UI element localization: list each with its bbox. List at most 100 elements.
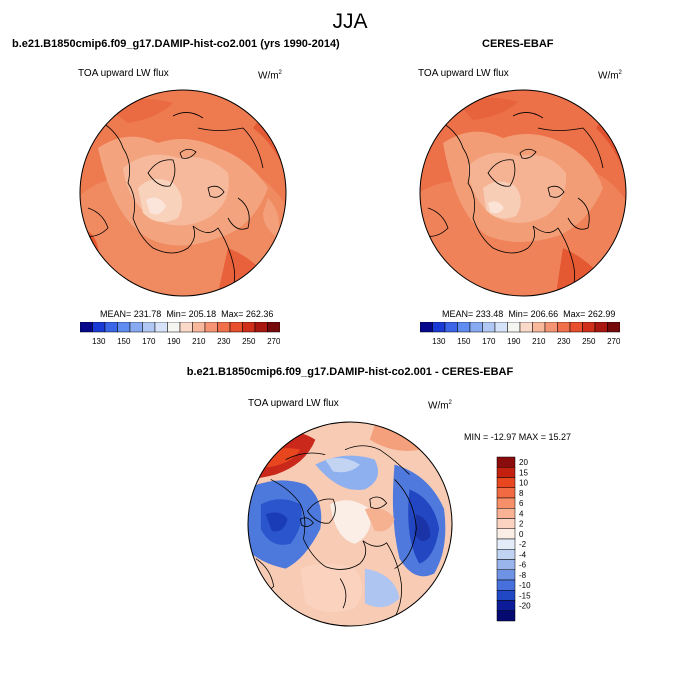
colorbar-swatch [496,518,516,529]
colorbar-swatch [420,322,433,333]
colorbar-tick-label: 170 [142,337,156,346]
colorbar-swatch [432,322,446,333]
colorbar-swatch [494,322,508,333]
obs-variable-label: TOA upward LW flux [418,68,509,79]
colorbar-tick-label: 270 [267,337,280,346]
colorbar-swatch [496,600,516,611]
colorbar-swatch [496,508,516,519]
colorbar-swatch [496,477,516,488]
obs-polar-map [419,89,627,297]
model-map-border [79,89,287,297]
colorbar-swatch [242,322,256,333]
colorbar-swatch [204,322,218,333]
colorbar-tick-label: 150 [117,337,131,346]
colorbar-tick-label: 20 [519,458,528,467]
obs-panel-title: CERES-EBAF [482,38,554,50]
colorbar-tick-label: -4 [519,550,527,559]
colorbar-tick-label: 270 [607,337,620,346]
colorbar-tick-label: 130 [432,337,446,346]
colorbar-swatch [496,497,516,509]
colorbar-swatch [229,322,243,333]
colorbar-tick-label: 150 [457,337,471,346]
colorbar-swatch [544,322,558,333]
colorbar-swatch [217,322,231,333]
colorbar-tick-label: 15 [519,468,528,477]
colorbar-tick-label: 210 [192,337,206,346]
colorbar-swatch [444,322,458,333]
obs-units-label: W/m2 [598,70,622,82]
obs-stats: MEAN= 233.48 Min= 206.66 Max= 262.99 [442,309,662,319]
colorbar-swatch [507,322,521,333]
colorbar-swatch [482,322,496,333]
colorbar-swatch [192,322,206,333]
diff-minmax: MIN = -12.97 MAX = 15.27 [464,432,572,442]
obs-map-border [419,89,627,297]
colorbar-tick-label: -15 [519,591,531,600]
colorbar-tick-label: 8 [519,489,524,498]
colorbar-tick-label: 190 [507,337,521,346]
colorbar-tick-label: 210 [532,337,546,346]
colorbar-swatch [254,322,268,333]
colorbar-tick-label: 170 [482,337,496,346]
colorbar-swatch [496,528,516,540]
colorbar-swatch [80,322,93,333]
model-coastlines [85,112,264,296]
colorbar-tick-label: 230 [217,337,231,346]
diff-polar-map [247,421,453,627]
colorbar-tick-label: -10 [519,581,531,590]
colorbar-swatch [104,322,118,333]
colorbar-swatch [154,322,168,333]
colorbar-swatch [469,322,483,333]
colorbar-tick-label: 6 [519,499,524,508]
colorbar-swatch [569,322,583,333]
colorbar-swatch [167,322,181,333]
colorbar-swatch [496,559,516,570]
colorbar-tick-label: 0 [519,530,524,539]
model-mean: MEAN= 231.78 [100,309,162,319]
colorbar-tick-label: -6 [519,561,527,570]
colorbar-swatch [594,322,608,333]
colorbar-swatch [496,487,516,499]
colorbar-swatch [607,322,620,333]
colorbar-tick-label: 250 [582,337,596,346]
model-max: Max= 262.36 [221,309,274,319]
obs-mean: MEAN= 233.48 [442,309,504,319]
colorbar-swatch [92,322,106,333]
colorbar-swatch [267,322,280,333]
colorbar-tick-label: 130 [92,337,106,346]
obs-min: Min= 206.66 [508,309,559,319]
diff-coastlines [251,445,417,619]
model-min: Min= 205.18 [166,309,217,319]
colorbar-tick-label: 190 [167,337,181,346]
colorbar-swatch [496,569,516,581]
obs-coastlines [425,112,604,296]
diff-map-border [247,421,453,627]
model-colorbar: 130 150 170 190 210 230 250 270 [80,322,280,346]
colorbar-tick-label: 4 [519,509,524,518]
colorbar-swatch [496,549,516,560]
colorbar-swatch [179,322,193,333]
colorbar-swatch [532,322,546,333]
colorbar-tick-label: -20 [519,602,531,611]
colorbar-swatch [557,322,571,333]
colorbar-tick-label: 2 [519,520,524,529]
model-stats: MEAN= 231.78 Min= 205.18 Max= 262.36 [100,309,320,319]
colorbar-swatch [117,322,131,333]
colorbar-tick-label: 10 [519,479,528,488]
colorbar-swatch [496,610,516,622]
diff-field-contours [247,421,453,627]
colorbar-tick-label: -8 [519,571,527,580]
colorbar-swatch [496,467,516,478]
colorbar-tick-label: -2 [519,540,527,549]
model-variable-label: TOA upward LW flux [78,68,169,79]
colorbar-tick-label: 230 [557,337,571,346]
diff-units-label: W/m2 [428,400,452,412]
model-polar-map [79,89,287,297]
model-units-label: W/m2 [258,70,282,82]
obs-colorbar: 130 150 170 190 210 230 250 270 [420,322,620,346]
model-panel-title: b.e21.B1850cmip6.f09_g17.DAMIP-hist-co2.… [12,38,340,50]
season-title: JJA [332,10,368,33]
colorbar-swatch [496,538,516,550]
diff-variable-label: TOA upward LW flux [248,398,339,409]
